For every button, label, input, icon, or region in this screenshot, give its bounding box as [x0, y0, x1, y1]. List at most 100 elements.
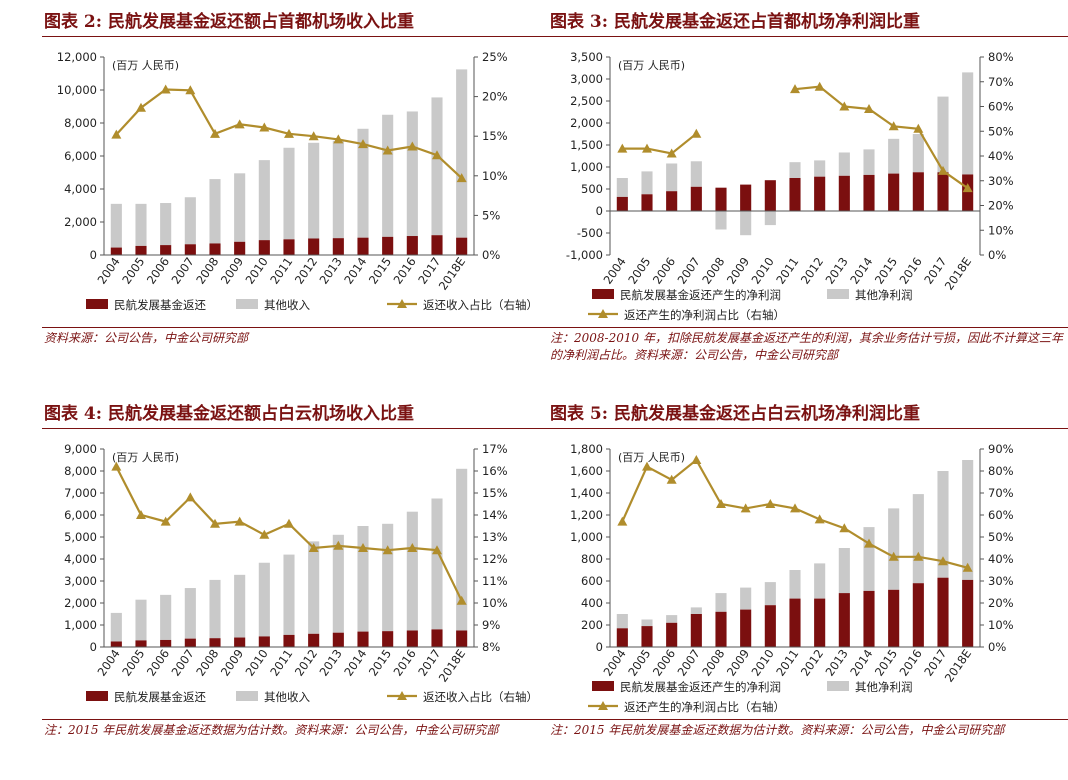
y-left-tick-label: 0: [596, 640, 603, 654]
stack-bar-other: [332, 140, 344, 239]
x-tick-label: 2004: [95, 647, 123, 679]
y-left-tick-label: 500: [581, 182, 603, 196]
legend-swatch: [827, 681, 849, 691]
stack-bar-other: [431, 97, 443, 236]
stack-bar-other: [406, 511, 418, 631]
bar-fund-return: [406, 630, 418, 647]
x-tick-label: 2014: [341, 647, 369, 679]
bar-fund-return: [135, 245, 147, 255]
y-left-tick-label: -500: [577, 226, 603, 240]
note-divider: [548, 719, 1068, 720]
y-left-tick-label: -1,000: [566, 248, 603, 262]
y-left-tick-label: 800: [581, 552, 603, 566]
stack-bar-other: [160, 203, 172, 246]
legend-marker: [598, 309, 608, 318]
x-tick-label: 2009: [218, 255, 246, 287]
stack-bar-other: [863, 149, 875, 175]
ratio-marker: [913, 123, 924, 133]
y-left-tick-label: 1,500: [570, 138, 603, 152]
chart-note: 资料来源：公司公告，中金公司研究部: [44, 331, 249, 345]
stack-bar-other: [740, 587, 752, 610]
y-left-tick-label: 3,000: [64, 574, 97, 588]
y-left-tick-label: 7,000: [64, 486, 97, 500]
unit-label: (百万 人民币): [618, 59, 685, 72]
ratio-marker: [308, 543, 319, 552]
x-tick-label: 2009: [724, 647, 752, 679]
x-tick-label: 2014: [847, 647, 875, 679]
legend-swatch: [827, 289, 849, 299]
y-left-tick-label: 2,000: [64, 596, 97, 610]
ratio-marker: [814, 514, 825, 524]
ratio-marker: [790, 84, 800, 94]
y-right-tick-label: 30%: [988, 174, 1014, 188]
ratio-marker: [333, 540, 344, 550]
stack-bar-other: [789, 162, 801, 178]
x-tick-label: 2007: [169, 255, 197, 287]
ratio-marker: [185, 85, 196, 95]
y-left-tick-label: 1,800: [570, 442, 603, 456]
title-divider: [548, 428, 1068, 429]
x-tick-label: 2012: [292, 255, 320, 287]
bar-fund-return: [406, 236, 418, 255]
bar-fund-return: [912, 172, 924, 211]
bar-fund-return: [160, 245, 172, 255]
y-left-tick-label: 8,000: [64, 464, 97, 478]
ratio-marker: [432, 150, 442, 160]
x-tick-label: 2015: [366, 255, 394, 287]
x-tick-label: 2011: [267, 647, 295, 679]
bar-fund-return: [160, 639, 172, 647]
ratio-marker: [382, 545, 393, 555]
ratio-marker: [913, 551, 924, 561]
legend-label: 返还产生的净利润占比（右轴）: [624, 700, 785, 714]
bar-fund-return: [234, 637, 246, 647]
x-tick-label: 2013: [823, 647, 851, 679]
legend-label: 民航发展基金返还产生的净利润: [620, 680, 781, 694]
stack-bar-other: [160, 594, 172, 640]
ratio-marker: [666, 148, 677, 158]
bar-fund-return: [258, 636, 270, 647]
note-divider: [42, 719, 562, 720]
chart-note: 注：2015 年民航发展基金返还数据为估计数。资料来源：公司公告，中金公司研究部: [44, 723, 499, 737]
y-left-tick-label: 12,000: [57, 50, 97, 64]
y-right-tick-label: 10%: [482, 596, 508, 610]
x-tick-label: 2010: [243, 647, 271, 679]
bar-fund-return: [690, 614, 702, 647]
x-tick-label: 2008: [699, 647, 727, 679]
bar-fund-return: [283, 239, 295, 255]
x-tick-label: 2006: [650, 255, 678, 287]
y-right-tick-label: 90%: [988, 442, 1014, 456]
bar-fund-return: [690, 186, 702, 211]
ratio-marker: [358, 139, 368, 149]
y-left-tick-label: 10,000: [57, 83, 97, 97]
bar-fund-return: [135, 640, 147, 647]
y-right-tick-label: 11%: [482, 574, 508, 588]
ratio-marker: [259, 529, 270, 539]
bar-fund-return: [814, 176, 826, 211]
stack-bar-other: [962, 72, 974, 175]
stack-bar-other: [382, 114, 394, 237]
y-right-tick-label: 14%: [482, 508, 508, 522]
x-tick-label: 2004: [95, 255, 123, 287]
legend-label: 其他收入: [264, 298, 310, 312]
ratio-marker: [259, 122, 270, 132]
bar-fund-return: [962, 174, 974, 211]
ratio-marker: [814, 81, 825, 91]
bar-fund-return: [937, 577, 949, 647]
y-left-tick-label: 4,000: [64, 552, 97, 566]
chart-panel-baiyun-revenue: 图表 4: 民航发展基金返还额占白云机场收入比重 0 1,000 2,000 3,00…: [42, 400, 562, 739]
stack-bar-other: [641, 171, 653, 195]
bar-fund-return: [616, 196, 628, 211]
bar-fund-return: [838, 593, 850, 647]
legend-marker: [397, 691, 407, 700]
stack-bar-other: [283, 147, 295, 240]
chart-panel-capital-revenue: 图表 2: 民航发展基金返还额占首都机场收入比重 0 2,000 4,000 6,00…: [42, 8, 562, 347]
ratio-marker: [308, 131, 319, 141]
stack-bar-other: [740, 211, 752, 236]
stack-bar-other: [456, 468, 468, 631]
chart-note: 注：2015 年民航发展基金返还数据为估计数。资料来源：公司公告，中金公司研究部: [550, 723, 1005, 737]
ratio-marker: [111, 129, 122, 139]
stack-bar-other: [937, 96, 949, 173]
x-tick-label: 2016: [391, 255, 419, 287]
legend-label: 其他收入: [264, 690, 310, 704]
x-tick-label: 2018E: [942, 647, 974, 685]
